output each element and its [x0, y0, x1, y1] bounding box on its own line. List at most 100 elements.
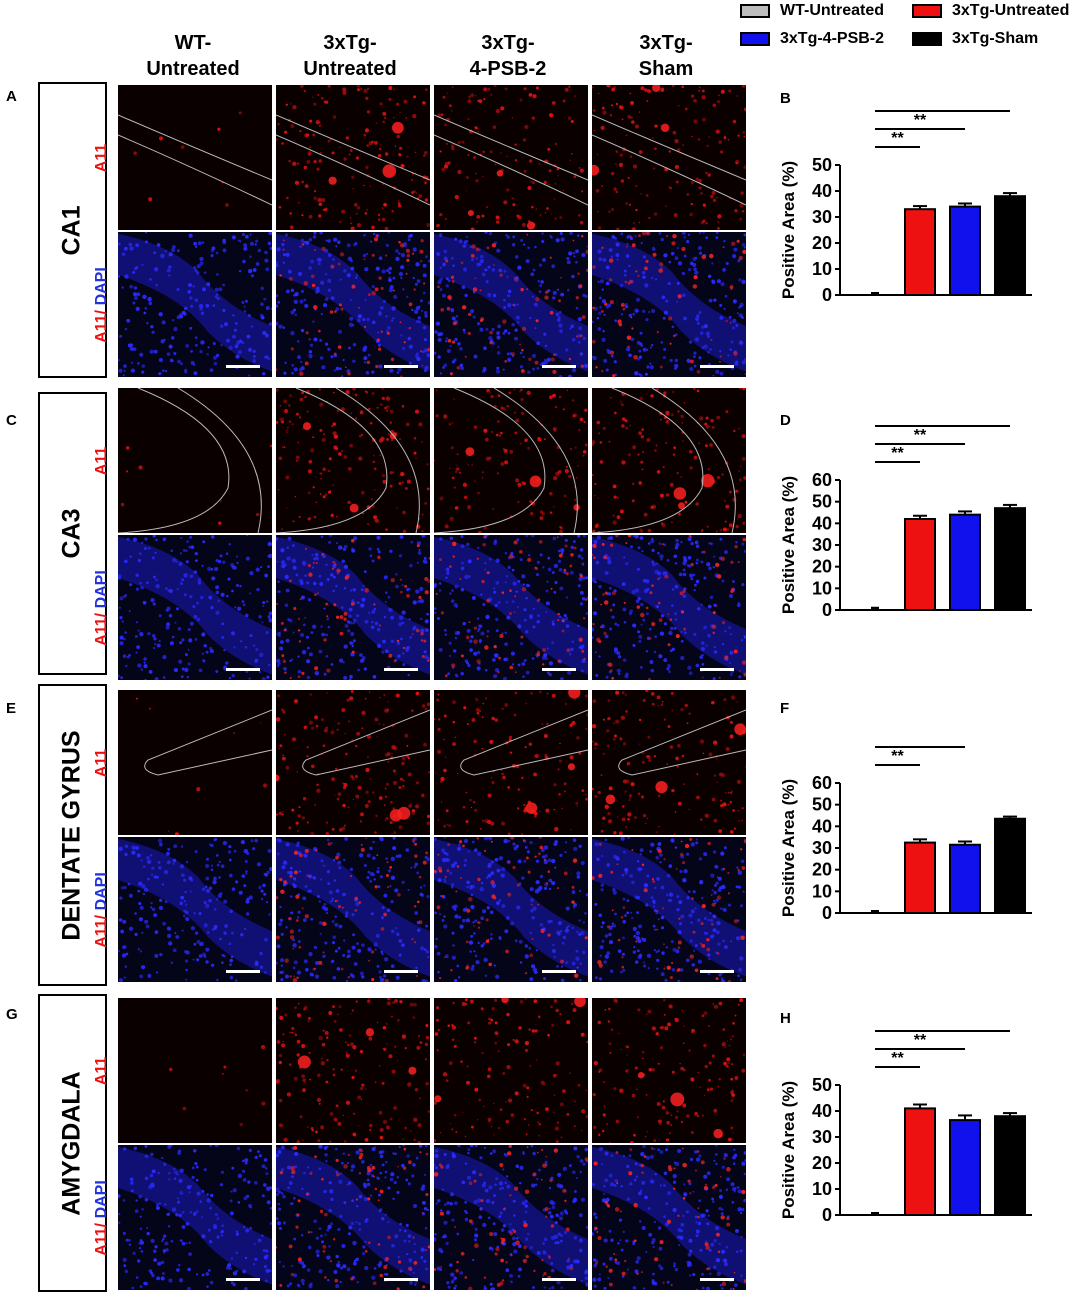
nucleus-dot — [212, 880, 217, 885]
a11-signal-dot — [608, 786, 613, 791]
a11-signal-dot — [383, 804, 386, 806]
a11-signal-dot — [467, 331, 471, 336]
nucleus-dot — [604, 634, 609, 639]
nucleus-dot — [534, 302, 538, 307]
nucleus-dot — [126, 537, 130, 541]
nucleus-dot — [181, 873, 185, 878]
nucleus-dot — [300, 633, 304, 637]
a11-signal-dot — [556, 167, 560, 171]
nucleus-dot — [261, 621, 264, 624]
a11-signal-dot — [310, 274, 315, 279]
nucleus-dot — [345, 979, 349, 982]
nucleus-dot — [719, 537, 723, 541]
nucleus-dot — [519, 558, 523, 562]
a11-signal-dot — [360, 1050, 363, 1054]
a11-signal-dot — [553, 198, 556, 200]
nucleus-dot — [458, 843, 461, 847]
a11-signal-dot — [435, 592, 438, 596]
nucleus-dot — [680, 656, 685, 661]
a11-signal-dot — [360, 490, 365, 495]
nucleus-dot — [205, 650, 209, 654]
a11-signal-dot — [349, 774, 354, 779]
nucleus-dot — [439, 277, 443, 282]
nucleus-dot — [494, 539, 497, 543]
nucleus-dot — [605, 281, 610, 286]
a11-signal-dot — [365, 790, 369, 794]
nucleus-dot — [622, 920, 627, 924]
a11-signal-dot — [549, 113, 554, 118]
nucleus-dot — [184, 370, 188, 374]
a11-signal-dot — [667, 613, 670, 616]
a11-signal-dot — [371, 140, 374, 144]
nucleus-dot — [205, 903, 210, 908]
nucleus-dot — [625, 303, 628, 306]
a11-signal-dot — [343, 455, 348, 459]
nucleus-dot — [179, 901, 183, 906]
nucleus-dot — [601, 288, 604, 291]
nucleus-dot — [319, 338, 323, 342]
a11-signal-dot — [640, 460, 644, 464]
a11-signal-dot — [393, 88, 396, 91]
nucleus-dot — [331, 941, 336, 945]
a11-signal-dot — [675, 867, 678, 870]
a11-signal-dot — [698, 86, 701, 89]
a11-signal-dot — [330, 264, 335, 269]
nucleus-dot — [337, 240, 341, 244]
nucleus-dot — [364, 298, 367, 301]
a11-signal-dot — [288, 579, 292, 583]
nucleus-dot — [169, 641, 174, 646]
a11-signal-dot — [455, 467, 460, 472]
a11-signal-dot — [404, 733, 409, 738]
a11-signal-dot — [420, 260, 423, 263]
micrograph-background — [118, 388, 272, 533]
nucleus-dot — [168, 344, 173, 349]
a11-signal-dot — [601, 310, 604, 313]
nucleus-dot — [123, 364, 127, 368]
a11-signal-dot — [354, 908, 358, 912]
nucleus-dot — [158, 905, 164, 911]
nucleus-dot — [446, 858, 450, 863]
nucleus-dot — [719, 350, 722, 353]
a11-signal-dot — [441, 895, 444, 898]
a11-signal-dot — [604, 591, 608, 595]
a11-signal-dot — [402, 646, 406, 650]
a11-signal-dot — [565, 703, 568, 705]
nucleus-dot — [604, 838, 608, 842]
nucleus-dot — [660, 558, 663, 561]
a11-signal-dot — [661, 266, 663, 269]
nucleus-dot — [522, 675, 525, 678]
nucleus-dot — [567, 288, 570, 292]
nucleus-dot — [727, 903, 731, 907]
nucleus-dot — [220, 344, 223, 347]
a11-signal-dot — [322, 921, 327, 927]
a11-signal-dot — [394, 999, 398, 1003]
a11-signal-dot — [345, 1100, 351, 1105]
a11-signal-dot — [445, 809, 449, 813]
a11-signal-dot — [305, 133, 310, 137]
nucleus-dot — [537, 280, 540, 283]
nucleus-dot — [168, 265, 172, 269]
a11-signal-dot — [356, 88, 360, 92]
nucleus-dot — [210, 605, 214, 610]
nucleus-dot — [576, 535, 581, 538]
a11-signal-dot — [298, 416, 302, 419]
nucleus-dot — [484, 974, 488, 977]
a11-signal-dot — [369, 1128, 372, 1131]
a11-signal-dot — [286, 1092, 292, 1097]
nucleus-dot — [218, 860, 221, 863]
nucleus-dot — [605, 265, 610, 270]
a11-signal-dot — [592, 339, 596, 344]
a11-signal-dot — [669, 342, 672, 345]
a11-signal-dot — [620, 915, 624, 919]
a11-signal-dot — [540, 928, 545, 933]
nucleus-dot — [123, 885, 127, 890]
a11-signal-dot — [598, 963, 603, 968]
nucleus-dot — [327, 579, 330, 582]
nucleus-dot — [718, 973, 722, 977]
nucleus-dot — [519, 365, 524, 369]
nucleus-dot — [636, 911, 640, 915]
a11-signal-dot — [321, 437, 326, 443]
nucleus-dot — [635, 310, 638, 313]
nucleus-dot — [675, 542, 680, 547]
nucleus-dot — [152, 647, 156, 650]
